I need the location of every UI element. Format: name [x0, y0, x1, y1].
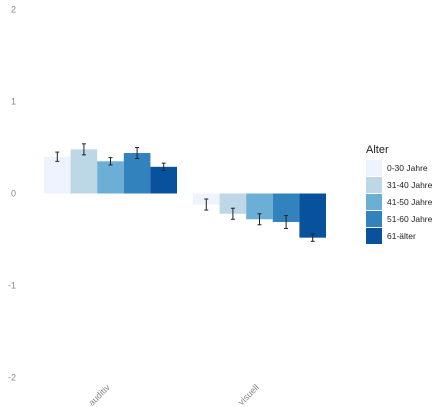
bar [219, 193, 247, 214]
legend-title: Alter [366, 144, 389, 156]
error-bar [257, 213, 262, 226]
y-tick-label: 1 [11, 97, 16, 107]
legend-label: 0-30 Jahre [387, 163, 428, 173]
legend: Alter 0-30 Jahre 31-40 Jahre 41-50 Jahre 51… [366, 144, 433, 244]
bar [150, 166, 177, 194]
y-axis-ticks: -2 -1 0 1 2 [8, 5, 16, 383]
error-bar [310, 233, 315, 242]
legend-label: 51-60 Jahre [387, 214, 433, 224]
bar [70, 149, 98, 194]
bar [97, 161, 124, 194]
y-tick-label: 2 [11, 5, 16, 15]
legend-items: 0-30 Jahre 31-40 Jahre 41-50 Jahre 51-60 Ja… [366, 160, 433, 244]
legend-swatch [366, 177, 382, 193]
legend-item: 51-60 Jahre [366, 211, 433, 227]
y-tick-label: 0 [11, 189, 16, 199]
error-bar [55, 151, 60, 162]
bar [44, 156, 71, 194]
legend-swatch [366, 228, 382, 244]
legend-swatch [366, 160, 382, 176]
legend-swatch [366, 211, 382, 227]
legend-label: 61-älter [387, 231, 416, 241]
y-tick-label: -1 [8, 281, 16, 291]
legend-label: 41-50 Jahre [387, 197, 433, 207]
error-bar [108, 157, 113, 166]
legend-swatch [366, 194, 382, 210]
error-bar [81, 143, 86, 156]
y-tick-label: -2 [8, 373, 16, 383]
legend-item: 0-30 Jahre [366, 160, 428, 176]
error-bars-layer [55, 143, 315, 242]
x-tick-label: auditiv [86, 382, 112, 407]
legend-item: 41-50 Jahre [366, 194, 433, 210]
x-tick-label: visuell [236, 382, 261, 407]
bar [123, 153, 151, 194]
legend-item: 61-älter [366, 228, 416, 244]
error-bar [135, 147, 140, 160]
bars-layer [44, 149, 326, 238]
error-bar [284, 215, 289, 229]
legend-label: 31-40 Jahre [387, 180, 433, 190]
error-bar [161, 162, 166, 171]
x-axis-ticks: auditiv visuell [86, 382, 260, 407]
error-bar [204, 198, 209, 211]
bar [299, 193, 326, 238]
legend-item: 31-40 Jahre [366, 177, 433, 193]
error-bar [230, 207, 235, 220]
